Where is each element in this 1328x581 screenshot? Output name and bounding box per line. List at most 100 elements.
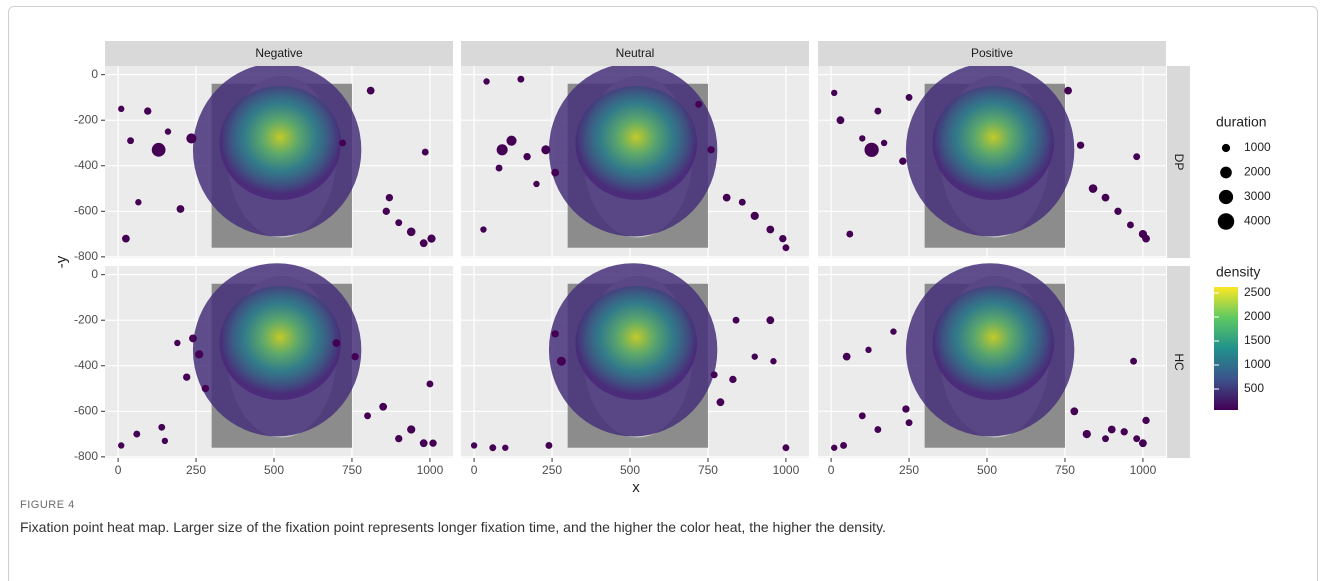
fixation-point bbox=[1064, 87, 1072, 95]
fixation-point bbox=[186, 133, 196, 143]
fixation-point bbox=[766, 226, 774, 234]
fixation-point bbox=[723, 194, 731, 202]
x-tick-label: 250 bbox=[186, 463, 206, 477]
colorbar-label: 1000 bbox=[1244, 357, 1271, 371]
fixation-point bbox=[407, 425, 415, 433]
fixation-point bbox=[881, 140, 887, 146]
fixation-point bbox=[843, 353, 851, 361]
y-tick-label: -200 bbox=[74, 112, 98, 126]
fixation-point bbox=[489, 444, 496, 451]
fixation-point bbox=[1102, 435, 1109, 442]
fixation-point bbox=[523, 153, 530, 160]
column-label: Negative bbox=[255, 46, 303, 60]
x-tick-label: 750 bbox=[1055, 463, 1075, 477]
fixation-point bbox=[420, 239, 428, 247]
fixation-point bbox=[496, 165, 503, 172]
fixation-point bbox=[364, 412, 371, 419]
fixation-point bbox=[395, 219, 402, 226]
y-tick-label: -200 bbox=[74, 312, 98, 326]
legend-size-key bbox=[1222, 144, 1230, 152]
fixation-point bbox=[1133, 435, 1140, 442]
fixation-point bbox=[751, 212, 759, 220]
fixation-point bbox=[497, 144, 508, 155]
fixation-point bbox=[874, 108, 881, 115]
fixation-point bbox=[782, 444, 789, 451]
x-tick-label: 750 bbox=[342, 463, 362, 477]
fixation-point bbox=[420, 439, 428, 447]
legend-title: duration bbox=[1216, 114, 1267, 130]
fixation-point bbox=[711, 371, 718, 378]
fixation-point bbox=[177, 205, 185, 213]
fixation-point bbox=[195, 350, 203, 358]
fixation-point bbox=[1121, 428, 1128, 435]
y-tick-label: 0 bbox=[91, 67, 98, 81]
density-core bbox=[219, 286, 341, 400]
x-tick-label: 1000 bbox=[417, 463, 444, 477]
fixation-point bbox=[551, 169, 559, 177]
legend-size-key bbox=[1218, 213, 1234, 229]
legend-label: 4000 bbox=[1244, 214, 1271, 228]
x-tick-label: 250 bbox=[542, 463, 562, 477]
colorbar bbox=[1214, 287, 1238, 410]
row-label: HC bbox=[1172, 353, 1186, 371]
fixation-point bbox=[133, 431, 140, 438]
y-tick-label: -600 bbox=[74, 403, 98, 417]
x-tick-label: 1000 bbox=[1130, 463, 1157, 477]
fixation-point bbox=[695, 101, 702, 108]
fixation-point bbox=[135, 199, 141, 205]
fixation-point bbox=[1089, 184, 1098, 193]
fixation-point bbox=[1102, 194, 1110, 202]
fixation-point bbox=[906, 94, 913, 101]
fixation-point bbox=[1133, 153, 1140, 160]
x-tick-label: 0 bbox=[828, 463, 835, 477]
legend-size-key bbox=[1220, 167, 1232, 179]
fixation-point bbox=[1139, 439, 1147, 447]
fixation-point bbox=[551, 330, 558, 337]
fixation-point bbox=[383, 208, 390, 215]
colorbar-label: 500 bbox=[1244, 381, 1264, 395]
fixation-point bbox=[429, 440, 436, 447]
fixation-point bbox=[899, 158, 906, 165]
fixation-point bbox=[152, 143, 166, 157]
fixation-point bbox=[379, 403, 387, 411]
fixation-point bbox=[541, 145, 550, 154]
fixation-point bbox=[859, 412, 866, 419]
fixation-point bbox=[865, 347, 871, 353]
fixation-point bbox=[1114, 208, 1121, 215]
fixation-point bbox=[165, 128, 171, 134]
fixation-point bbox=[729, 376, 736, 383]
y-tick-label: -600 bbox=[74, 203, 98, 217]
y-tick-label: -800 bbox=[74, 449, 98, 463]
x-tick-label: 500 bbox=[977, 463, 997, 477]
x-tick-label: 0 bbox=[471, 463, 478, 477]
fixation-point bbox=[831, 90, 837, 96]
fixation-point bbox=[367, 87, 375, 95]
fixation-point bbox=[351, 353, 358, 360]
fixation-point bbox=[840, 442, 847, 449]
fixation-point bbox=[766, 316, 774, 324]
fixation-point bbox=[707, 146, 714, 153]
fixation-point bbox=[506, 136, 516, 146]
fixation-point bbox=[517, 76, 524, 83]
figure-label: FIGURE 4 bbox=[20, 499, 75, 511]
y-axis-label: -y bbox=[53, 255, 70, 268]
fixation-point bbox=[386, 194, 393, 201]
fixation-point bbox=[122, 235, 130, 243]
fixation-point bbox=[831, 445, 837, 451]
y-tick-label: -400 bbox=[74, 158, 98, 172]
fixation-point bbox=[890, 328, 896, 334]
fixation-point bbox=[118, 442, 124, 448]
x-tick-label: 500 bbox=[620, 463, 640, 477]
x-tick-label: 500 bbox=[264, 463, 284, 477]
legend-size-key bbox=[1219, 190, 1233, 204]
fixation-point bbox=[483, 78, 489, 84]
fixation-point bbox=[158, 424, 165, 431]
fixation-point bbox=[1142, 417, 1149, 424]
y-tick-label: -800 bbox=[74, 249, 98, 263]
fixation-point bbox=[1142, 235, 1150, 243]
fixation-point bbox=[1127, 222, 1134, 229]
x-tick-label: 1000 bbox=[773, 463, 800, 477]
fixation-point bbox=[174, 340, 180, 346]
fixation-point bbox=[859, 135, 865, 141]
